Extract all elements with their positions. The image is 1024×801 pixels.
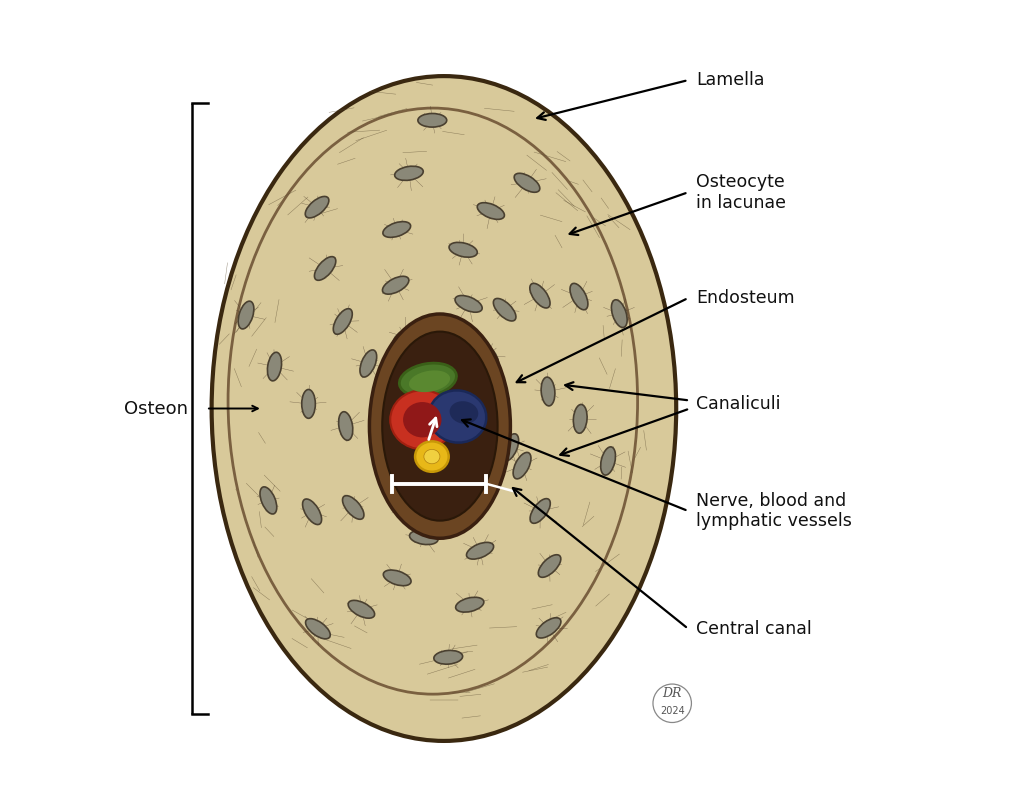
Ellipse shape — [467, 542, 494, 559]
Ellipse shape — [502, 434, 518, 461]
Ellipse shape — [539, 555, 561, 578]
Ellipse shape — [228, 108, 638, 694]
Ellipse shape — [513, 453, 531, 479]
Ellipse shape — [260, 487, 276, 514]
Ellipse shape — [423, 339, 453, 352]
Ellipse shape — [418, 114, 446, 127]
Ellipse shape — [382, 332, 498, 521]
Ellipse shape — [611, 300, 627, 328]
Ellipse shape — [573, 405, 587, 433]
Text: Osteocyte
in lacunae: Osteocyte in lacunae — [696, 173, 786, 211]
Ellipse shape — [529, 284, 550, 308]
Ellipse shape — [514, 173, 540, 192]
Ellipse shape — [456, 598, 484, 612]
Ellipse shape — [477, 203, 505, 219]
Ellipse shape — [463, 465, 487, 485]
Text: Endosteum: Endosteum — [696, 289, 795, 307]
Ellipse shape — [530, 499, 550, 523]
Ellipse shape — [450, 243, 477, 257]
Ellipse shape — [383, 222, 411, 237]
Ellipse shape — [264, 158, 605, 646]
Ellipse shape — [430, 461, 459, 474]
Ellipse shape — [342, 496, 364, 519]
Ellipse shape — [239, 301, 254, 329]
Ellipse shape — [434, 409, 460, 428]
Ellipse shape — [354, 284, 524, 528]
Ellipse shape — [336, 258, 541, 551]
Ellipse shape — [434, 650, 463, 664]
Ellipse shape — [393, 327, 418, 347]
Ellipse shape — [246, 133, 622, 670]
Ellipse shape — [314, 256, 336, 280]
Text: 2024: 2024 — [659, 706, 685, 716]
Ellipse shape — [300, 208, 573, 599]
Ellipse shape — [318, 233, 557, 575]
Ellipse shape — [417, 431, 443, 449]
Ellipse shape — [440, 366, 467, 384]
Ellipse shape — [456, 411, 474, 437]
Ellipse shape — [477, 388, 490, 417]
Ellipse shape — [415, 441, 449, 472]
Ellipse shape — [305, 196, 329, 218]
Text: Osteon: Osteon — [124, 400, 187, 417]
Ellipse shape — [305, 618, 331, 639]
Ellipse shape — [392, 397, 406, 426]
Ellipse shape — [494, 299, 516, 321]
Ellipse shape — [478, 344, 499, 368]
Text: Lamella: Lamella — [696, 71, 765, 89]
Text: Central canal: Central canal — [696, 620, 812, 638]
Ellipse shape — [601, 447, 615, 475]
Ellipse shape — [212, 76, 676, 741]
Ellipse shape — [394, 166, 423, 180]
Ellipse shape — [382, 444, 402, 469]
Ellipse shape — [541, 377, 555, 406]
Ellipse shape — [403, 402, 441, 437]
Text: Canaliculi: Canaliculi — [696, 395, 780, 413]
Ellipse shape — [302, 499, 322, 525]
Ellipse shape — [302, 389, 315, 418]
Ellipse shape — [440, 388, 460, 414]
Ellipse shape — [390, 333, 493, 480]
Ellipse shape — [426, 401, 445, 427]
Ellipse shape — [348, 601, 375, 618]
Ellipse shape — [282, 183, 589, 622]
Ellipse shape — [429, 390, 486, 443]
Ellipse shape — [426, 388, 452, 407]
Ellipse shape — [424, 449, 440, 464]
Ellipse shape — [396, 499, 424, 515]
Ellipse shape — [408, 358, 476, 456]
Ellipse shape — [372, 308, 509, 504]
Ellipse shape — [570, 284, 588, 310]
Ellipse shape — [537, 618, 561, 638]
Text: DR: DR — [663, 687, 682, 700]
Ellipse shape — [360, 350, 377, 377]
Ellipse shape — [399, 363, 457, 396]
Ellipse shape — [267, 352, 282, 380]
Ellipse shape — [426, 384, 460, 433]
Ellipse shape — [409, 370, 451, 392]
Ellipse shape — [383, 570, 411, 586]
Ellipse shape — [455, 296, 482, 312]
Ellipse shape — [450, 401, 478, 424]
Ellipse shape — [370, 314, 510, 538]
Ellipse shape — [339, 412, 353, 441]
Ellipse shape — [411, 377, 428, 404]
Ellipse shape — [390, 390, 455, 449]
Text: Nerve, blood and
lymphatic vessels: Nerve, blood and lymphatic vessels — [696, 492, 852, 530]
Ellipse shape — [382, 276, 409, 294]
Ellipse shape — [410, 530, 438, 545]
Ellipse shape — [333, 308, 352, 334]
